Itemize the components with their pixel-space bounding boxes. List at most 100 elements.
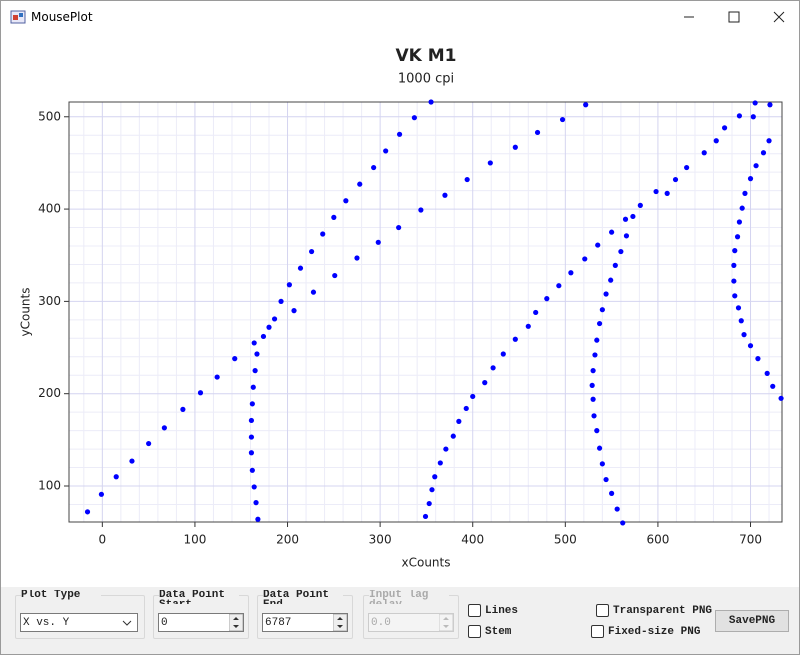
label: Data Point End — [263, 590, 343, 604]
point — [482, 380, 488, 386]
point — [664, 190, 670, 196]
point — [750, 114, 756, 120]
point — [590, 396, 596, 402]
close[interactable] — [773, 11, 785, 23]
point — [266, 324, 272, 330]
app-icon — [10, 10, 26, 24]
spinner[interactable] — [333, 614, 347, 631]
point — [778, 395, 784, 401]
chart-subtitle: 1000 cpi — [398, 72, 454, 87]
point — [463, 405, 469, 412]
point — [332, 272, 338, 279]
point — [582, 256, 588, 262]
point — [764, 370, 770, 376]
point — [736, 113, 743, 119]
plot-type-select[interactable]: X vs. Y — [20, 613, 138, 632]
point — [770, 383, 776, 389]
point — [713, 138, 719, 144]
point — [432, 474, 438, 480]
point — [252, 368, 258, 374]
window-buttons[interactable] — [659, 1, 799, 33]
point — [734, 234, 741, 240]
point — [732, 248, 738, 254]
point — [232, 356, 238, 362]
point — [767, 102, 773, 108]
label: Fixed-size PNG — [608, 625, 701, 638]
plot-type-group: Plot Type X vs. Y — [15, 590, 145, 639]
point — [620, 520, 626, 526]
x-tick-label: 100 — [183, 533, 206, 547]
point — [248, 417, 255, 424]
point — [599, 307, 605, 313]
point — [113, 474, 119, 480]
end-group: Data Point End 6787 — [257, 590, 353, 639]
save-button[interactable]: SavePNG — [715, 610, 789, 632]
point — [500, 351, 506, 357]
fixed-size-checkbox[interactable]: Fixed-size PNG — [591, 625, 700, 638]
point — [608, 277, 614, 283]
chart-title: VK M1 — [396, 46, 457, 66]
point — [653, 188, 659, 195]
point — [470, 393, 476, 400]
transparent-checkbox[interactable]: Transparent PNG — [596, 604, 712, 617]
end-input[interactable]: 6787 — [262, 613, 348, 632]
point — [297, 265, 304, 271]
label: Stem — [485, 625, 512, 638]
window-title: MousePlot — [31, 10, 93, 24]
point — [429, 487, 435, 493]
point — [357, 181, 363, 187]
x-tick-label: 400 — [461, 533, 484, 547]
point — [741, 332, 747, 338]
x-tick-label: 500 — [554, 533, 577, 547]
label: Data Point Start — [159, 590, 239, 604]
point — [701, 150, 707, 156]
point — [487, 160, 493, 166]
x-tick-label: 600 — [646, 533, 669, 547]
start-group: Data Point Start 0 — [153, 590, 249, 639]
point — [422, 513, 429, 520]
point — [490, 365, 496, 371]
point — [721, 125, 728, 131]
point — [260, 333, 267, 340]
point — [732, 293, 738, 299]
point — [594, 428, 600, 434]
point — [214, 374, 220, 380]
point — [512, 144, 518, 150]
point — [672, 176, 679, 183]
lines-checkbox[interactable]: Lines — [468, 604, 518, 617]
label: Input lag delay — [369, 590, 449, 604]
y-tick-label: 400 — [38, 202, 61, 216]
stem-checkbox[interactable]: Stem — [468, 625, 511, 638]
point — [375, 239, 381, 245]
point — [739, 205, 745, 211]
point — [255, 516, 261, 522]
point — [249, 467, 255, 473]
start-input[interactable]: 0 — [158, 613, 244, 632]
point — [760, 150, 767, 156]
spinner[interactable] — [229, 614, 243, 631]
point — [614, 506, 620, 512]
point — [622, 216, 629, 222]
point — [684, 164, 690, 171]
point — [383, 148, 389, 154]
point — [180, 406, 186, 412]
point — [426, 500, 432, 507]
point — [596, 445, 603, 451]
point — [637, 202, 643, 208]
point — [396, 131, 403, 137]
point — [595, 242, 601, 248]
point — [512, 336, 518, 342]
point — [592, 352, 598, 358]
value: 0 — [161, 617, 168, 629]
point — [437, 460, 443, 466]
point — [129, 458, 135, 464]
maximize[interactable] — [728, 11, 740, 23]
point — [766, 138, 772, 144]
control-panel: Plot Type X vs. Y Data Point Start 0 Dat… — [1, 587, 799, 654]
value: 6787 — [265, 617, 292, 629]
point — [556, 283, 562, 289]
point — [371, 164, 377, 171]
point — [630, 213, 636, 220]
point — [603, 291, 609, 297]
